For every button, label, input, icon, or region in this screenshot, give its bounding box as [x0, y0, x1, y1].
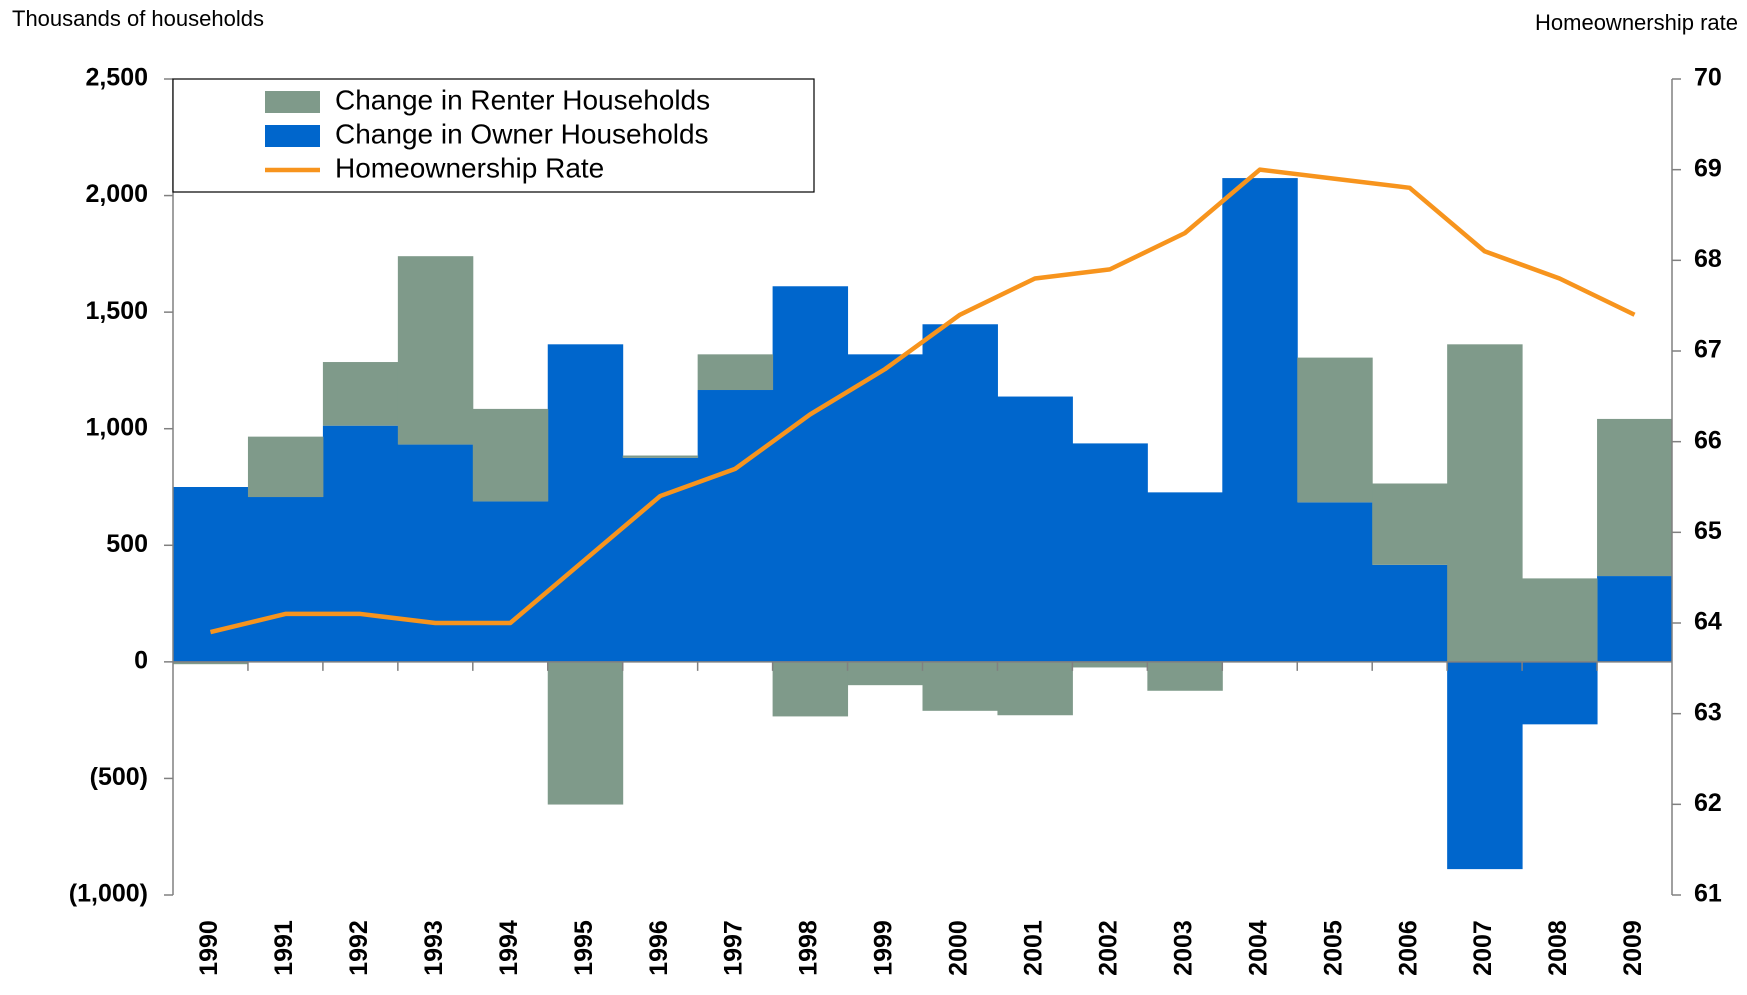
y2-tick-label: 66: [1694, 426, 1722, 454]
legend-swatch: [265, 91, 320, 113]
x-tick-label: 2003: [1169, 920, 1197, 976]
bar: [1597, 576, 1673, 662]
bar: [1597, 418, 1673, 577]
bar: [1372, 564, 1448, 662]
x-tick-label: 2002: [1094, 920, 1122, 976]
legend-label: Homeownership Rate: [335, 152, 604, 183]
bar: [847, 661, 923, 686]
bar: [922, 661, 998, 711]
bar: [247, 436, 324, 498]
legend-label: Change in Owner Households: [335, 118, 709, 149]
y-tick-label: 1,500: [85, 297, 148, 325]
x-tick-label: 1998: [795, 920, 823, 976]
y2-tick-label: 61: [1694, 880, 1722, 908]
y-tick-label: 500: [106, 530, 148, 558]
bar: [922, 324, 998, 662]
x-tick-label: 2004: [1244, 920, 1272, 976]
bar: [772, 661, 849, 717]
x-tick-label: 2001: [1020, 920, 1048, 976]
bar: [472, 501, 549, 662]
y-tick-label: 0: [134, 646, 148, 674]
bar: [247, 497, 324, 662]
x-tick-label: 1996: [645, 920, 673, 976]
legend-label: Change in Renter Households: [335, 84, 710, 115]
bar: [322, 362, 399, 426]
bar: [1147, 492, 1223, 662]
x-tick-label: 1992: [345, 920, 373, 976]
y2-tick-label: 63: [1694, 698, 1722, 726]
bar: [547, 661, 624, 805]
x-tick-label: 2009: [1619, 920, 1647, 976]
x-tick-label: 2008: [1544, 920, 1572, 976]
x-tick-label: 2000: [945, 920, 973, 976]
bar: [1447, 344, 1523, 662]
x-tick-label: 2006: [1394, 920, 1422, 976]
bar: [1147, 661, 1223, 691]
legend-swatch: [265, 125, 320, 147]
bar: [622, 457, 699, 662]
bar: [697, 390, 774, 662]
x-tick-label: 1991: [270, 920, 298, 976]
x-tick-label: 1990: [195, 920, 223, 976]
y2-tick-label: 64: [1694, 608, 1722, 636]
x-tick-label: 1999: [870, 920, 898, 976]
x-tick-label: 1997: [720, 920, 748, 976]
y-tick-label: (1,000): [69, 880, 148, 908]
bar: [997, 396, 1073, 662]
bar: [1297, 357, 1373, 503]
y-tick-label: (500): [90, 763, 148, 791]
bar: [847, 354, 923, 662]
bar: [1372, 483, 1448, 565]
bar: [1447, 661, 1523, 870]
x-tick-label: 1994: [495, 920, 523, 976]
bar: [1522, 661, 1598, 725]
y-tick-label: 2,000: [85, 180, 148, 208]
y-tick-label: 2,500: [85, 64, 148, 92]
y2-tick-label: 62: [1694, 789, 1722, 817]
y2-tick-label: 65: [1694, 517, 1722, 545]
y-tick-label: 1,000: [85, 413, 148, 441]
bar: [1222, 178, 1298, 662]
bar: [1522, 578, 1598, 662]
bar: [772, 286, 849, 662]
bar: [322, 425, 399, 662]
y2-tick-label: 70: [1694, 64, 1722, 92]
x-tick-label: 1995: [570, 920, 598, 976]
bar: [1072, 661, 1148, 668]
line: [209, 167, 1636, 635]
y2-tick-label: 69: [1694, 154, 1722, 182]
bar: [173, 661, 249, 665]
y2-tick-label: 68: [1694, 245, 1722, 273]
bar: [397, 256, 474, 445]
bar: [472, 408, 549, 502]
bar: [697, 354, 774, 391]
x-tick-label: 1993: [420, 920, 448, 976]
bar: [173, 487, 249, 662]
y-axis-label: Thousands of households: [12, 6, 264, 31]
bar: [397, 444, 474, 662]
x-tick-label: 2007: [1469, 920, 1497, 976]
y2-axis-label: Homeownership rate: [1535, 10, 1738, 35]
bar: [1297, 502, 1373, 662]
bar: [622, 455, 699, 458]
bar: [547, 344, 624, 662]
bar: [997, 661, 1073, 716]
bar: [1072, 443, 1148, 662]
y2-tick-label: 67: [1694, 336, 1722, 364]
x-tick-label: 2005: [1319, 920, 1347, 976]
